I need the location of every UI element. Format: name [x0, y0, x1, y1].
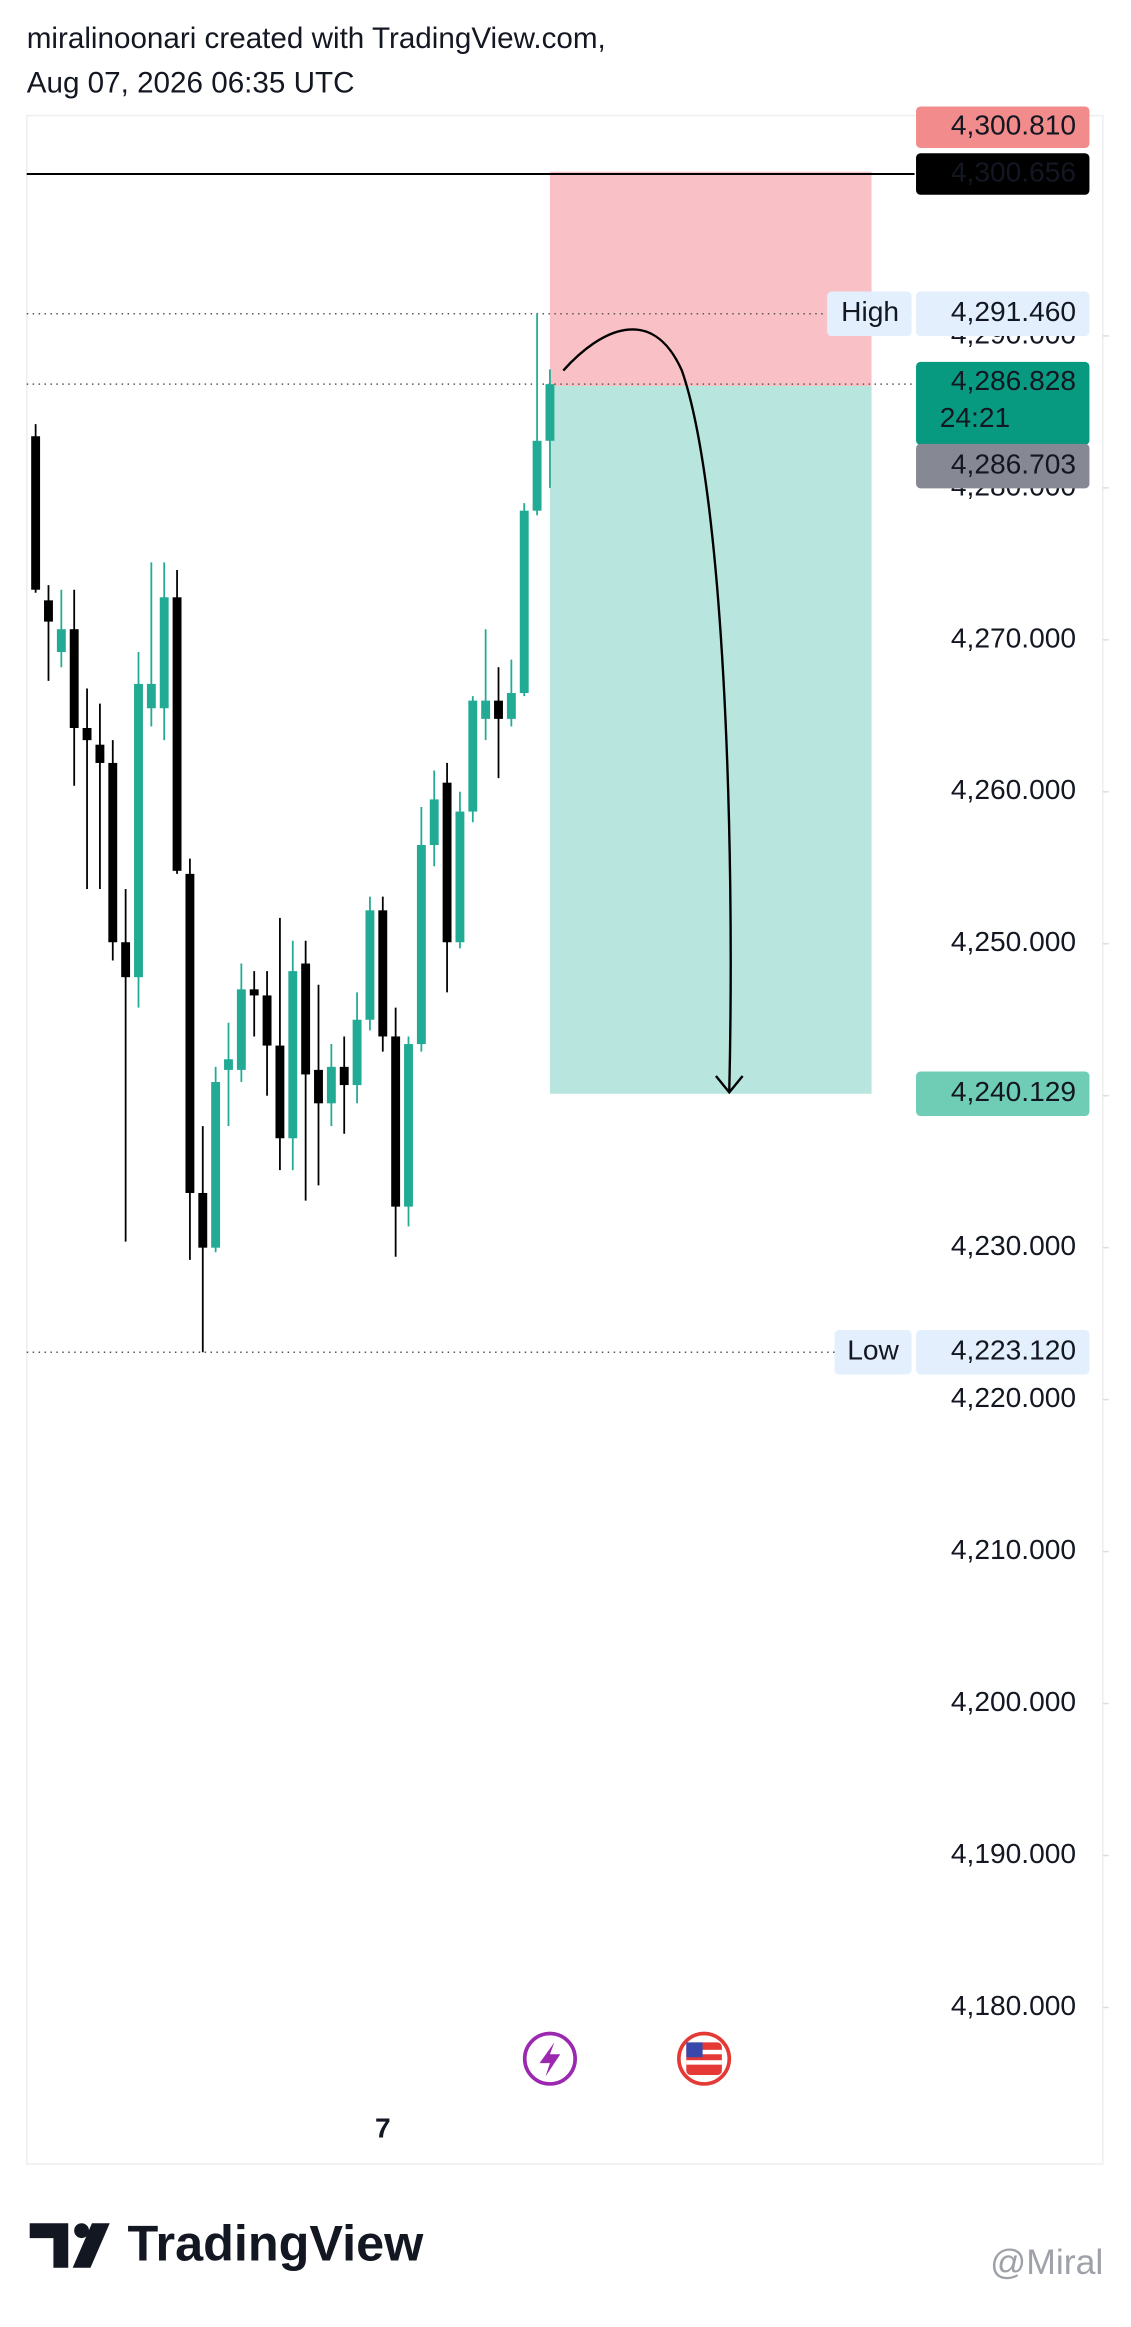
candle-body [506, 693, 516, 719]
low-tag: Low [847, 1335, 899, 1366]
candle-body [198, 1192, 208, 1248]
x-tick-label: 7 [375, 2112, 391, 2143]
candle-body [314, 1069, 323, 1104]
candle-body [442, 782, 452, 943]
watermark: @Miral [990, 2242, 1103, 2282]
candle-body [56, 629, 66, 653]
candle-body [146, 683, 156, 709]
lightning-icon [522, 2031, 577, 2086]
candle-body [391, 1036, 401, 1207]
candle-body [121, 942, 131, 978]
candle-body [301, 963, 311, 1075]
y-tick-label: 4,210.000 [951, 1534, 1076, 1565]
brand-logo [29, 2223, 110, 2268]
low-box [916, 1329, 1090, 1375]
stop-zone [549, 171, 872, 387]
high-tag: High [841, 296, 899, 327]
last-price-box [916, 361, 1090, 445]
candle-body [134, 683, 143, 978]
candle-body [352, 1019, 362, 1086]
candle-body [416, 844, 426, 1045]
candle-body [159, 597, 169, 709]
high-label: 4,291.460 [951, 296, 1076, 327]
candle-body [185, 873, 195, 1193]
candle-body [108, 762, 118, 943]
y-tick-label: 4,220.000 [951, 1382, 1076, 1413]
candle-body [326, 1066, 336, 1104]
candle-body [545, 384, 555, 441]
y-tick-label: 4,250.000 [951, 926, 1076, 957]
stop-box [916, 106, 1090, 148]
candle-body [31, 436, 41, 590]
target-box [916, 1071, 1090, 1116]
candle-body [82, 727, 92, 741]
plot: 4,180.000 4,190.000 4,200.000 4,210.000 4,22… [26, 106, 1109, 2143]
candle-body [95, 744, 105, 763]
line-label: 4,300.656 [951, 156, 1076, 187]
candle-body [404, 1044, 413, 1207]
candle-body [211, 1082, 221, 1248]
candle-body [468, 700, 478, 812]
candle-body [249, 989, 259, 996]
candle-body [224, 1059, 233, 1070]
target-zone [549, 386, 872, 1094]
candle-body [172, 597, 182, 871]
low-tag-box [834, 1329, 912, 1375]
candle-body [365, 910, 375, 1020]
plot-frame [25, 114, 1104, 2165]
stop-label: 4,300.810 [951, 110, 1076, 141]
candle-body [455, 811, 465, 943]
y-tick-label: 4,260.000 [951, 774, 1076, 805]
author: miralinoonari created with TradingView.c… [27, 22, 606, 55]
candle-body [262, 995, 272, 1046]
last-price-label: 4,286.828 [951, 365, 1076, 396]
entry-label: 4,286.703 [951, 449, 1076, 480]
candle-body [275, 1045, 285, 1139]
candle-body [532, 440, 542, 511]
arrow [562, 328, 732, 1091]
y-tick-label: 4,200.000 [951, 1686, 1076, 1717]
y-tick-label: 4,180.000 [951, 1990, 1076, 2021]
countdown: 24:21 [940, 402, 1010, 433]
candle-body [44, 600, 53, 622]
y-tick-label: 4,190.000 [951, 1838, 1076, 1869]
flag-icon [677, 2031, 732, 2086]
date: Aug 07, 2026 06:35 UTC [27, 66, 355, 99]
candle-body [339, 1066, 349, 1086]
y-tick-label: 4,230.000 [951, 1230, 1076, 1261]
target-label: 4,240.129 [951, 1076, 1076, 1107]
line-box [916, 153, 1090, 195]
brand: TradingView [128, 2214, 425, 2271]
candle-body [378, 910, 388, 1037]
entry-box [916, 443, 1090, 489]
low-label: 4,223.120 [951, 1335, 1076, 1366]
high-tag-box [827, 291, 912, 336]
high-box [916, 291, 1090, 336]
candle-body [494, 700, 503, 719]
y-tick-label: 4,270.000 [951, 622, 1076, 653]
candle-body [69, 629, 79, 728]
candle-body [481, 700, 491, 719]
candle-body [236, 989, 246, 1070]
candle-body [429, 799, 439, 845]
candle-body [288, 971, 298, 1139]
candle-body [519, 510, 529, 694]
arrow-head [715, 1075, 744, 1095]
